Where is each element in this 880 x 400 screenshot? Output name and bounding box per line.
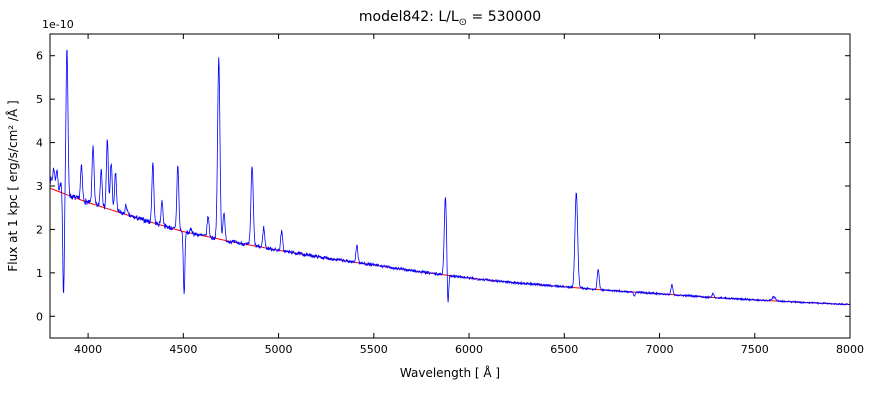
x-tick-label: 4500 xyxy=(169,343,197,356)
sun-symbol: ⊙ xyxy=(458,16,468,28)
x-axis-label: Wavelength [ Å ] xyxy=(399,366,501,380)
continuum-fit-line xyxy=(49,187,851,306)
y-tick-label: 0 xyxy=(36,310,43,323)
x-tick-label: 4000 xyxy=(74,343,102,356)
y-tick-label: 1 xyxy=(36,267,43,280)
y-axis-offset-text: 1e-10 xyxy=(42,18,74,31)
x-tick-label: 6500 xyxy=(550,343,578,356)
x-tick-label: 8000 xyxy=(836,343,864,356)
x-tick-label: 6000 xyxy=(455,343,483,356)
y-tick-label: 5 xyxy=(36,93,43,106)
x-tick-label: 7500 xyxy=(741,343,769,356)
y-tick-label: 4 xyxy=(36,137,43,150)
plot-title: model842: L/L⊙ = 530000 xyxy=(50,9,850,28)
x-tick-label: 5000 xyxy=(265,343,293,356)
plot-title-prefix: model842: L/L xyxy=(358,9,459,25)
plot-title-suffix: = 530000 xyxy=(467,9,542,25)
y-tick-label: 3 xyxy=(36,180,43,193)
y-tick-label: 6 xyxy=(36,50,43,63)
y-tick-label: 2 xyxy=(36,223,43,236)
spectrum-line xyxy=(49,49,851,306)
x-tick-label: 5500 xyxy=(360,343,388,356)
y-axis-label: Flux at 1 kpc [ erg/s/cm² /Å ] xyxy=(6,100,20,272)
axes-frame xyxy=(49,33,851,339)
x-tick-label: 7000 xyxy=(646,343,674,356)
